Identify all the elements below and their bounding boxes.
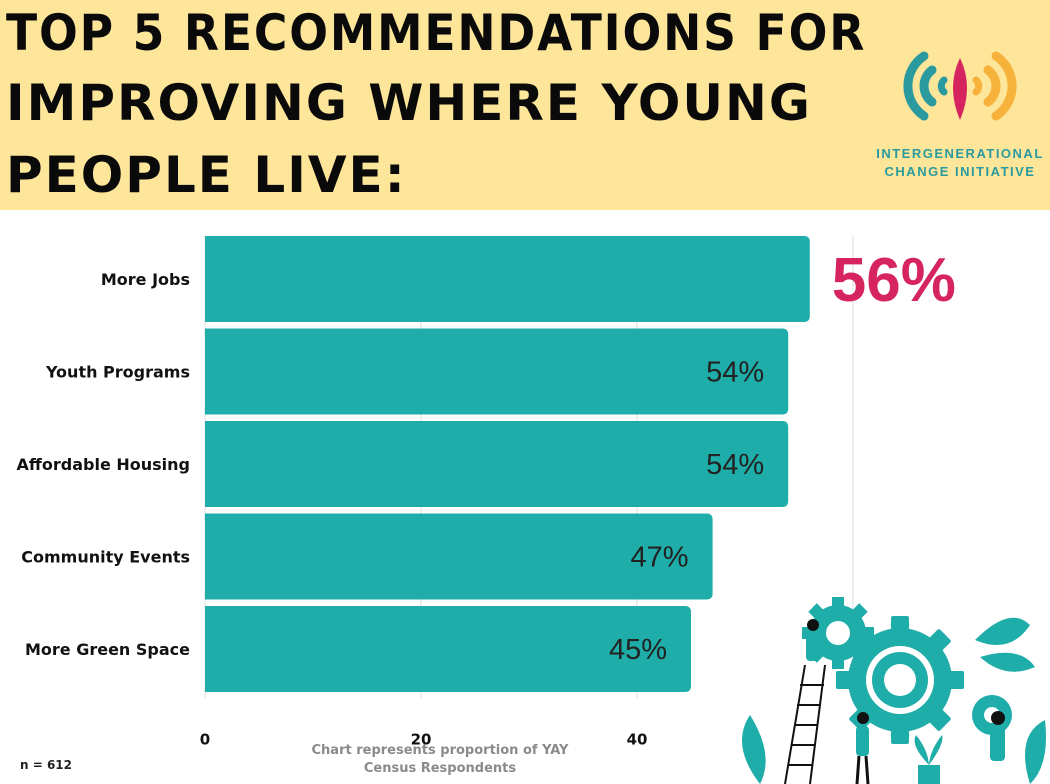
chart-caption: Chart represents proportion of YAY Censu… [290, 742, 590, 778]
x-tick-label-0: 0 [200, 731, 210, 749]
title-line-1: TOP 5 RECOMMENDATIONS FOR [6, 4, 867, 62]
bar-chart: More Jobs 56% Youth Programs 54% Affordable … [17, 236, 956, 749]
caption-line-2: Census Respondents [363, 761, 517, 776]
title-line-2: IMPROVING WHERE YOUNG [6, 74, 812, 132]
labels-layer: More Jobs 56% Youth Programs 54% Affordable … [17, 246, 956, 666]
sound-wave-logo-icon [903, 51, 1017, 121]
sample-size-label: n = 612 [20, 758, 73, 772]
value-label-4: 45% [609, 634, 667, 666]
category-label-0: More Jobs [101, 270, 190, 289]
bar-2 [205, 421, 789, 507]
value-label-0: 56% [832, 246, 956, 315]
bars-layer [205, 236, 810, 692]
value-label-2: 54% [706, 449, 764, 481]
value-label-3: 47% [631, 542, 689, 574]
caption-line-1: Chart represents proportion of YAY [311, 743, 569, 758]
bar-3 [205, 513, 713, 600]
header-banner: TOP 5 RECOMMENDATIONS FOR IMPROVING WHER… [0, 0, 1050, 210]
organization-logo: INTERGENERATIONAL CHANGE INITIATIVE [870, 40, 1050, 190]
bar-4 [205, 606, 691, 692]
category-label-2: Affordable Housing [17, 455, 190, 474]
gears-teamwork-illustration-icon [742, 597, 1046, 784]
title-line-3: PEOPLE LIVE: [6, 146, 407, 204]
logo-text-line-1: INTERGENERATIONAL [876, 146, 1044, 161]
logo-text-line-2: CHANGE INITIATIVE [884, 164, 1036, 179]
x-tick-label-2: 40 [627, 731, 648, 749]
category-label-1: Youth Programs [45, 363, 190, 382]
ticks-layer: 0 20 40 [200, 731, 648, 749]
value-label-1: 54% [706, 357, 764, 389]
category-label-3: Community Events [21, 548, 190, 567]
bar-0 [205, 236, 810, 322]
bar-1 [205, 328, 789, 415]
category-label-4: More Green Space [25, 640, 190, 659]
x-tick-label-1: 20 [411, 731, 432, 749]
